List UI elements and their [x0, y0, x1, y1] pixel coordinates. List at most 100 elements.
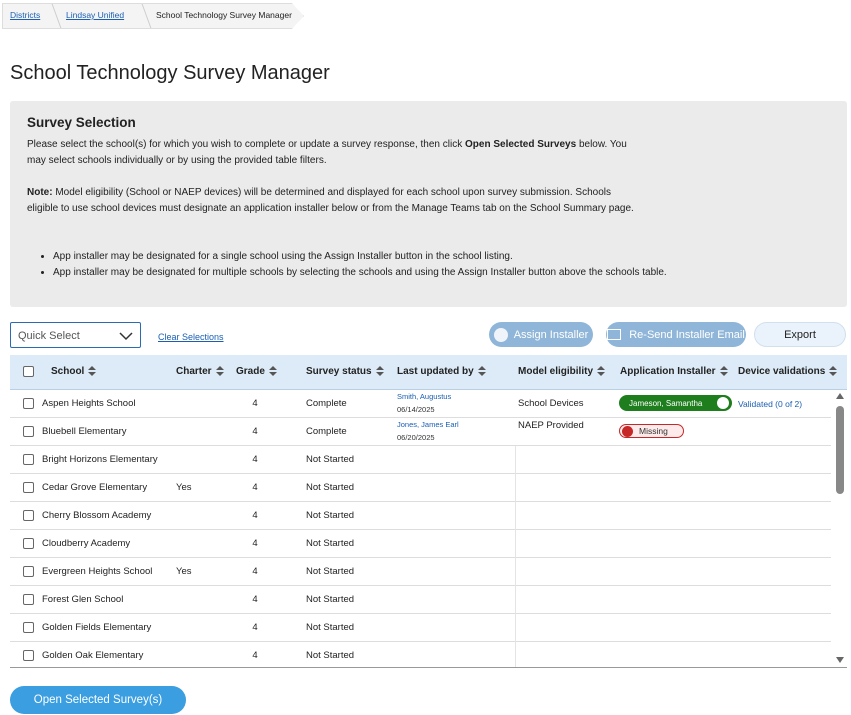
column-header[interactable]: Last updated by: [397, 366, 486, 377]
grade: 4: [252, 650, 258, 661]
section-heading: Survey Selection: [27, 115, 136, 130]
note-text: Note: Model eligibility (School or NAEP …: [27, 185, 642, 217]
grade: 4: [252, 510, 258, 521]
table-row: Cedar Grove Elementary Yes 4 Not Started: [10, 474, 831, 502]
survey-status: Not Started: [306, 650, 355, 661]
school-name: Cloudberry Academy: [42, 538, 131, 549]
column-header-label: Model eligibility: [518, 366, 594, 377]
sort-icon[interactable]: [477, 366, 486, 377]
survey-status: Not Started: [306, 622, 355, 633]
column-header[interactable]: School: [51, 366, 97, 377]
bullet-item: App installer may be designated for mult…: [53, 265, 668, 281]
column-header-label: Last updated by: [397, 366, 474, 377]
sort-icon[interactable]: [215, 366, 224, 377]
grade: 4: [252, 454, 258, 465]
table-row: Cloudberry Academy 4 Not Started: [10, 530, 831, 558]
intro-text-part: below. You may select schools individual…: [27, 139, 627, 166]
button-label: Re-Send Installer Email: [629, 328, 745, 341]
survey-status: Not Started: [306, 538, 355, 549]
column-header-label: Application Installer: [620, 366, 716, 377]
missing-installer-badge[interactable]: Missing: [619, 424, 684, 438]
model-eligibility: NAEP Provided: [518, 420, 584, 431]
column-header-label: Grade: [236, 366, 265, 377]
row-checkbox[interactable]: [23, 398, 34, 409]
column-header-label: Charter: [176, 366, 212, 377]
grade: 4: [252, 426, 258, 437]
last-updated-by[interactable]: Jones, James Earl: [397, 420, 459, 429]
table-row: Evergreen Heights School Yes 4 Not Started: [10, 558, 831, 586]
sort-icon[interactable]: [719, 366, 728, 377]
table-row: Bluebell Elementary 4 Complete Jones, James…: [10, 418, 831, 446]
installer-badge[interactable]: Jameson, Samantha: [619, 395, 732, 411]
school-name: Golden Oak Elementary: [42, 650, 144, 661]
quick-select-dropdown[interactable]: Quick Select: [10, 322, 141, 348]
alert-icon: [622, 425, 633, 437]
charter-flag: Yes: [176, 482, 192, 493]
school-name: Cedar Grove Elementary: [42, 482, 148, 493]
user-icon: [493, 327, 508, 342]
grade: 4: [252, 594, 258, 605]
column-header[interactable]: Model eligibility: [518, 366, 606, 377]
row-checkbox[interactable]: [23, 622, 34, 633]
column-header[interactable]: Application Installer: [620, 366, 728, 377]
table-header: School Charter Grade Survey status Last upda…: [10, 355, 847, 390]
installer-name: Jameson, Samantha: [629, 398, 703, 408]
column-header-label: Survey status: [306, 366, 372, 377]
breadcrumb-link[interactable]: Districts: [10, 10, 41, 20]
school-name: Aspen Heights School: [42, 398, 136, 409]
intro-text-bold: Open Selected Surveys: [465, 139, 577, 150]
row-checkbox[interactable]: [23, 650, 34, 661]
open-selected-surveys-button[interactable]: Open Selected Survey(s): [10, 686, 186, 714]
breadcrumb-current: School Technology Survey Manager: [156, 10, 292, 20]
grade: 4: [252, 482, 258, 493]
table-row: Aspen Heights School 4 Complete Smith, Augu…: [10, 390, 831, 418]
table-row: Bright Horizons Elementary 4 Not Started: [10, 446, 831, 474]
school-name: Forest Glen School: [42, 594, 124, 605]
survey-status: Not Started: [306, 482, 355, 493]
scrollbar[interactable]: [833, 390, 847, 667]
school-name: Evergreen Heights School: [42, 566, 153, 577]
sort-icon[interactable]: [88, 366, 97, 377]
breadcrumb-link[interactable]: Lindsay Unified: [66, 10, 125, 20]
select-all-checkbox[interactable]: [23, 366, 34, 377]
column-header[interactable]: Grade: [236, 366, 277, 377]
row-checkbox[interactable]: [23, 538, 34, 549]
button-label: Assign Installer: [513, 328, 589, 341]
row-checkbox[interactable]: [23, 594, 34, 605]
sort-icon[interactable]: [597, 366, 606, 377]
clear-selections-link[interactable]: Clear Selections: [158, 332, 224, 342]
row-checkbox[interactable]: [23, 426, 34, 437]
last-updated-date: 06/14/2025: [397, 405, 435, 414]
sort-icon[interactable]: [829, 366, 838, 377]
last-updated-by[interactable]: Smith, Augustus: [397, 392, 452, 401]
missing-label: Missing: [639, 426, 668, 436]
assign-installer-button[interactable]: Assign Installer: [489, 322, 593, 347]
column-header-label: School: [51, 366, 85, 377]
grade: 4: [252, 622, 258, 633]
row-checkbox[interactable]: [23, 510, 34, 521]
chevron-icon: [119, 332, 133, 341]
bullet-item: App installer may be designated for a si…: [53, 249, 668, 265]
export-button[interactable]: Export: [754, 322, 846, 347]
bullet-list: App installer may be designated for a si…: [27, 249, 668, 281]
sort-icon[interactable]: [375, 366, 384, 377]
page-title: School Technology Survey Manager: [10, 62, 330, 84]
row-checkbox[interactable]: [23, 454, 34, 465]
row-checkbox[interactable]: [23, 482, 34, 493]
row-checkbox[interactable]: [23, 566, 34, 577]
charter-flag: Yes: [176, 566, 192, 577]
school-name: Bright Horizons Elementary: [42, 454, 158, 465]
column-header[interactable]: Device validations: [738, 366, 838, 377]
column-header[interactable]: Charter: [176, 366, 224, 377]
column-header[interactable]: Survey status: [306, 366, 384, 377]
model-eligibility: School Devices: [518, 398, 584, 409]
survey-status: Not Started: [306, 594, 355, 605]
resend-installer-email-button[interactable]: Re-Send Installer Email: [606, 322, 746, 347]
device-validation-link[interactable]: Validated (0 of 2): [738, 399, 803, 409]
last-updated-date: 06/20/2025: [397, 433, 435, 442]
intro-text-part: Please select the school(s) for which yo…: [27, 139, 465, 150]
column-divider: [515, 446, 516, 667]
edit-icon: [717, 397, 729, 409]
sort-icon[interactable]: [268, 366, 277, 377]
